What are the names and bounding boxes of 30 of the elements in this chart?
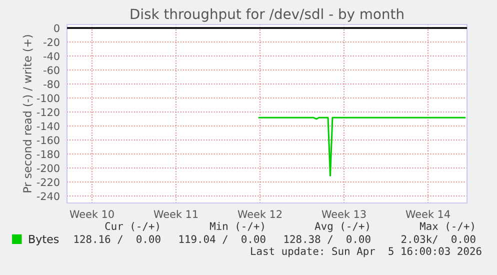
text: Min (-/+) xyxy=(210,222,264,232)
y-tick-label: -240 xyxy=(36,192,60,200)
y-tick-label: -80 xyxy=(44,80,60,88)
text: 119.04 / 0.00 xyxy=(179,235,266,244)
y-tick-label: -60 xyxy=(44,66,60,74)
legend-label: Bytes xyxy=(29,234,59,246)
y-tick-label: -160 xyxy=(36,136,60,144)
text: Last update: Sun Apr 5 16:00:03 2026 xyxy=(251,246,482,258)
y-tick-label: -200 xyxy=(36,164,60,172)
x-tick-label: Week 12 xyxy=(238,210,282,218)
x-tick-label: Week 13 xyxy=(322,210,366,218)
y-tick-label: -100 xyxy=(36,94,60,102)
text: 128.16 / 0.00 xyxy=(74,235,160,244)
y-axis-title: Pr second read (-) / write (+) xyxy=(22,35,33,192)
y-tick-label: 0 xyxy=(54,24,60,32)
x-tick-label: Week 14 xyxy=(406,210,450,218)
text: 2.03k/ 0.00 xyxy=(402,234,476,244)
x-tick-label: Week 10 xyxy=(70,210,114,218)
y-tick-label: -40 xyxy=(44,52,60,60)
text: 128.38 / 0.00 xyxy=(284,235,370,244)
y-tick-label: -20 xyxy=(44,38,60,46)
y-tick-label: -220 xyxy=(36,178,60,186)
text: Cur (-/+) xyxy=(105,222,159,232)
text: Avg (-/+) xyxy=(314,222,369,232)
chart-title: Disk throughput for /dev/sdl - by month xyxy=(130,8,404,22)
y-tick-label: -180 xyxy=(36,150,60,158)
y-tick-label: -140 xyxy=(36,122,60,130)
x-tick-label: Week 11 xyxy=(154,210,198,218)
text: Max (-/+) xyxy=(420,222,474,232)
y-tick-label: -120 xyxy=(36,108,60,116)
